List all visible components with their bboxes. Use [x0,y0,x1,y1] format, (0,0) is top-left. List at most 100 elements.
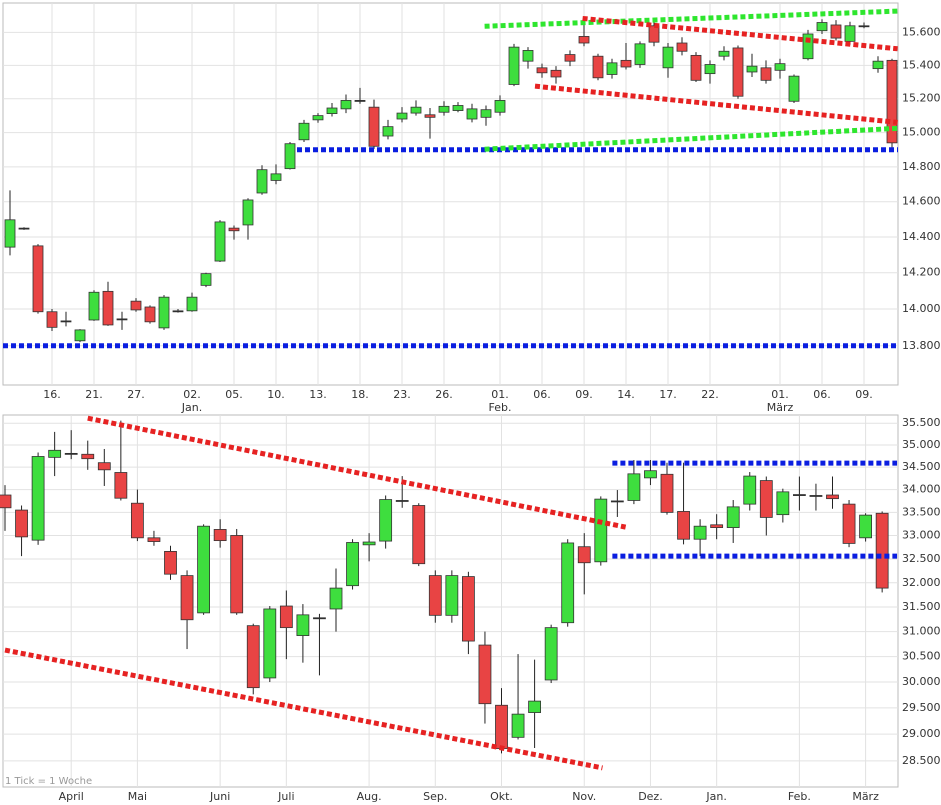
candle-body [396,112,408,120]
candle-body [242,199,254,226]
x-tick-label: 14. [617,388,635,401]
candle-body [130,502,144,539]
candle-body [284,143,296,170]
candle-body [428,575,442,616]
candle-body [197,525,211,614]
candle-body [508,46,520,85]
candle-body [256,169,268,194]
y-tick-label: 34.000 [902,483,941,496]
x-tick-label: 23. [393,388,411,401]
candle-body [452,105,464,111]
candle-body [130,300,142,311]
trend-lines [3,8,898,349]
trend-line [87,415,627,530]
candle-body [610,500,624,503]
candle-body [18,227,30,230]
x-tick-label: 22. [701,388,719,401]
y-tick-label: 33.500 [902,505,941,518]
candle-body [97,462,111,471]
candle-body [774,63,786,71]
x-tick-label: 16. [43,388,61,401]
candle-body [544,627,558,681]
candle-body [144,306,156,323]
candle-body [690,54,702,81]
candle-body [102,290,114,326]
trend-line [534,83,898,125]
candle-body [886,59,898,144]
month-label: Feb. [489,401,512,414]
candle-body [592,55,604,79]
y-tick-label: 15.400 [902,58,941,71]
y-tick-label: 30.500 [902,650,941,663]
y-tick-label: 29.500 [902,701,941,714]
candle-body [816,22,828,32]
y-tick-label: 28.500 [902,754,941,767]
x-tick-label: Dez. [638,790,663,803]
candle-body [660,473,674,513]
candle-body [478,644,492,705]
candle-body [438,105,450,113]
x-tick-label: Mai [128,790,147,803]
candle-body [340,100,352,110]
x-tick-label: 10. [267,388,285,401]
y-tick-label: 14.200 [902,266,941,279]
candle-body [230,535,244,614]
candle-body [528,700,541,713]
trend-lines [4,415,898,771]
y-tick-label: 32.500 [902,552,941,565]
x-tick-label: 01. [491,388,509,401]
x-tick-label: 06. [813,388,831,401]
candle-body [74,329,86,342]
x-tick-label: 02. [183,388,201,401]
x-tick-label: 05. [225,388,243,401]
x-tick-label: 13. [309,388,327,401]
month-label: Jan. [181,401,202,414]
candle-body [445,575,459,616]
candle-body [270,173,282,181]
candle-body [313,617,326,620]
candle-body [298,122,310,141]
candle-body [32,245,44,313]
x-tick-label: 17. [659,388,677,401]
x-tick-label: Okt. [490,790,513,803]
candle-body [424,114,436,118]
y-tick-label: 15.000 [902,126,941,139]
candle-body [382,126,394,137]
y-tick-label: 14.800 [902,160,941,173]
candle-body [461,576,475,642]
candle-body [180,575,194,621]
candle-body [676,42,688,52]
y-tick-label: 13.800 [902,339,941,352]
trend-line [484,125,898,152]
candle-body [743,475,757,505]
x-tick-label: Aug. [357,790,382,803]
panel: 13.800 14.000 14.200 14.400 14.600 14.800 15.0… [2,2,941,414]
candle-body [634,43,646,65]
x-tick-label: Feb. [788,790,811,803]
x-tick-label: 27. [127,388,145,401]
candle-body [564,54,576,62]
candle-body [46,311,58,328]
candle-body [186,296,198,312]
candle-body [826,494,839,500]
candle-body [704,64,716,75]
candle-body [858,25,870,28]
candle-body [326,107,338,114]
candle-body [60,320,72,323]
candle-body [536,67,548,74]
y-tick-label: 31.000 [902,625,941,638]
candle-body [578,36,590,44]
candle-body [793,494,806,496]
candle-body [561,542,575,624]
y-tick-label: 35.500 [902,416,941,429]
annotation: 1 Tick = 1 Woche [5,776,92,787]
candle-body [494,100,506,113]
candle-body [412,505,426,565]
x-tick-label: 09. [855,388,873,401]
candle-body [0,494,12,509]
candle-body [495,704,508,749]
candle-body [172,310,184,313]
trend-line [484,8,898,29]
candle-body [48,449,62,458]
y-tick-label: 15.200 [902,92,941,105]
